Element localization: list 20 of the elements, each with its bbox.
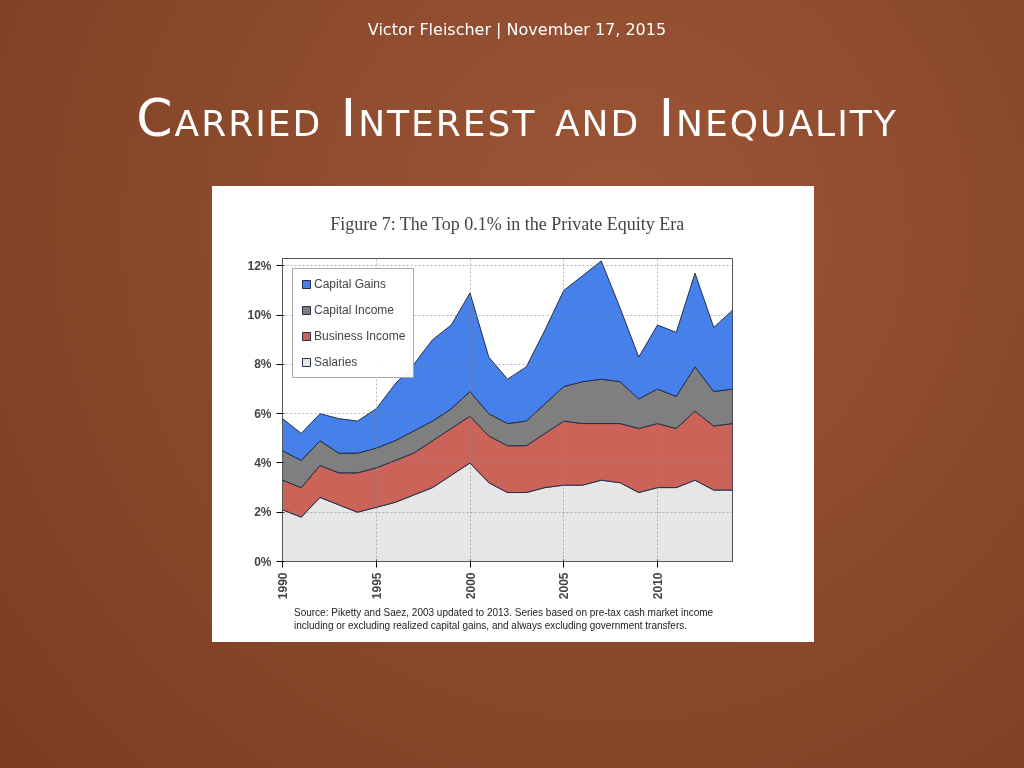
- x-tick-label: 1995: [369, 572, 384, 600]
- text: Victor Fleischer | November 17, 2015: [367, 19, 667, 41]
- y-tick-label: 2%: [254, 505, 272, 520]
- x-tick-label: 1990: [276, 572, 290, 600]
- x-tick-label: 2000: [463, 572, 478, 600]
- source-note: Source: Piketty and Saez, 2003 updated to 2013. Series based on pre-tax cash market income including or excluding realized capital gains, and always excluding government transfers.: [294, 607, 715, 632]
- y-tick-label: 8%: [254, 357, 272, 372]
- legend-label: Capital Gains: [314, 277, 387, 291]
- x-tick-label: 2010: [651, 572, 665, 600]
- legend-label: Salaries: [314, 355, 358, 369]
- y-tick-label: 4%: [254, 455, 272, 470]
- legend-label: Business Income: [314, 329, 406, 343]
- x-tick-label: 2005: [557, 572, 572, 600]
- chart-title: Figure 7: The Top 0.1% in the Private Equity Era: [330, 213, 685, 234]
- y-tick-label: 6%: [254, 406, 272, 421]
- y-tick-label: 12%: [247, 258, 272, 273]
- legend-label: Capital Income: [314, 303, 395, 317]
- y-tick-label: 0%: [254, 554, 272, 569]
- text: Carried Interest and Inequality: [136, 87, 898, 150]
- y-tick-label: 10%: [247, 308, 272, 323]
